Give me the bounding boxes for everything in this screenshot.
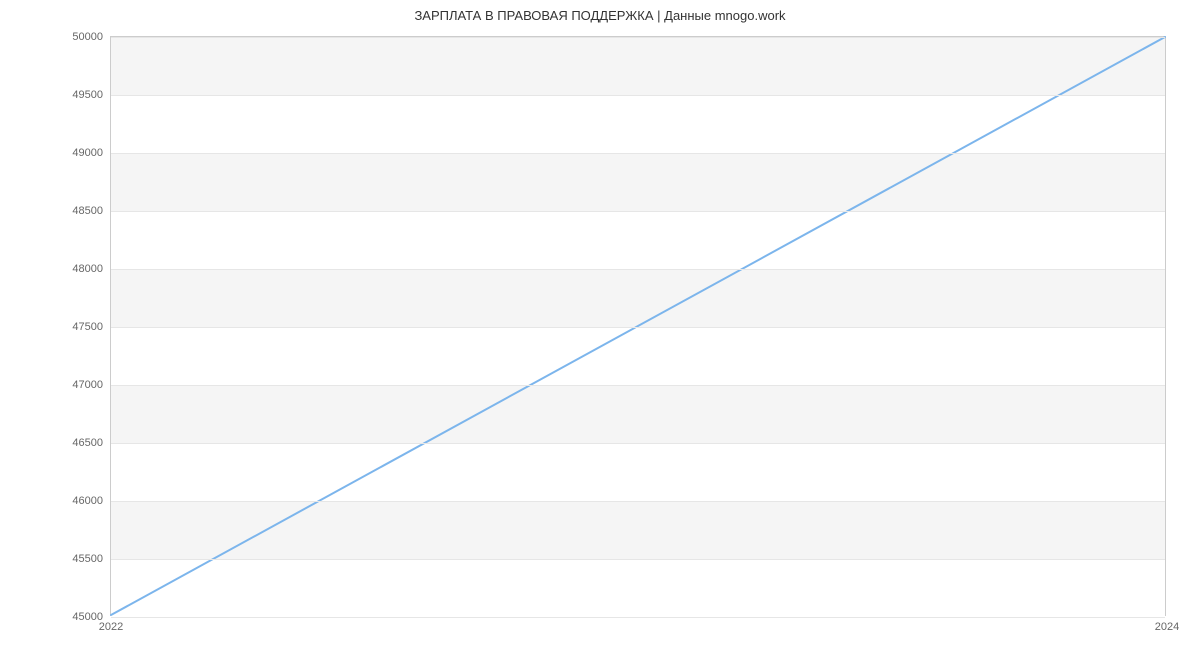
y-tick-label: 47500 <box>72 321 103 333</box>
y-gridline <box>111 269 1165 270</box>
y-gridline <box>111 385 1165 386</box>
series-layer <box>111 37 1165 615</box>
series-line-salary <box>111 37 1165 615</box>
y-gridline <box>111 559 1165 560</box>
y-tick-label: 48500 <box>72 205 103 217</box>
y-gridline <box>111 95 1165 96</box>
y-tick-label: 46000 <box>72 495 103 507</box>
y-gridline <box>111 443 1165 444</box>
y-tick-label: 45500 <box>72 553 103 565</box>
plot-area: 4500045500460004650047000475004800048500… <box>110 36 1166 616</box>
y-gridline <box>111 501 1165 502</box>
y-tick-label: 48000 <box>72 263 103 275</box>
y-gridline <box>111 153 1165 154</box>
y-gridline <box>111 211 1165 212</box>
y-gridline <box>111 617 1165 618</box>
chart-title: ЗАРПЛАТА В ПРАВОВАЯ ПОДДЕРЖКА | Данные m… <box>0 8 1200 23</box>
y-gridline <box>111 37 1165 38</box>
salary-line-chart: ЗАРПЛАТА В ПРАВОВАЯ ПОДДЕРЖКА | Данные m… <box>0 0 1200 650</box>
x-tick-label: 2024 <box>1155 621 1179 633</box>
y-tick-label: 50000 <box>72 31 103 43</box>
x-tick-label: 2022 <box>99 621 123 633</box>
y-tick-label: 49000 <box>72 147 103 159</box>
y-gridline <box>111 327 1165 328</box>
y-tick-label: 47000 <box>72 379 103 391</box>
y-tick-label: 46500 <box>72 437 103 449</box>
y-tick-label: 49500 <box>72 89 103 101</box>
